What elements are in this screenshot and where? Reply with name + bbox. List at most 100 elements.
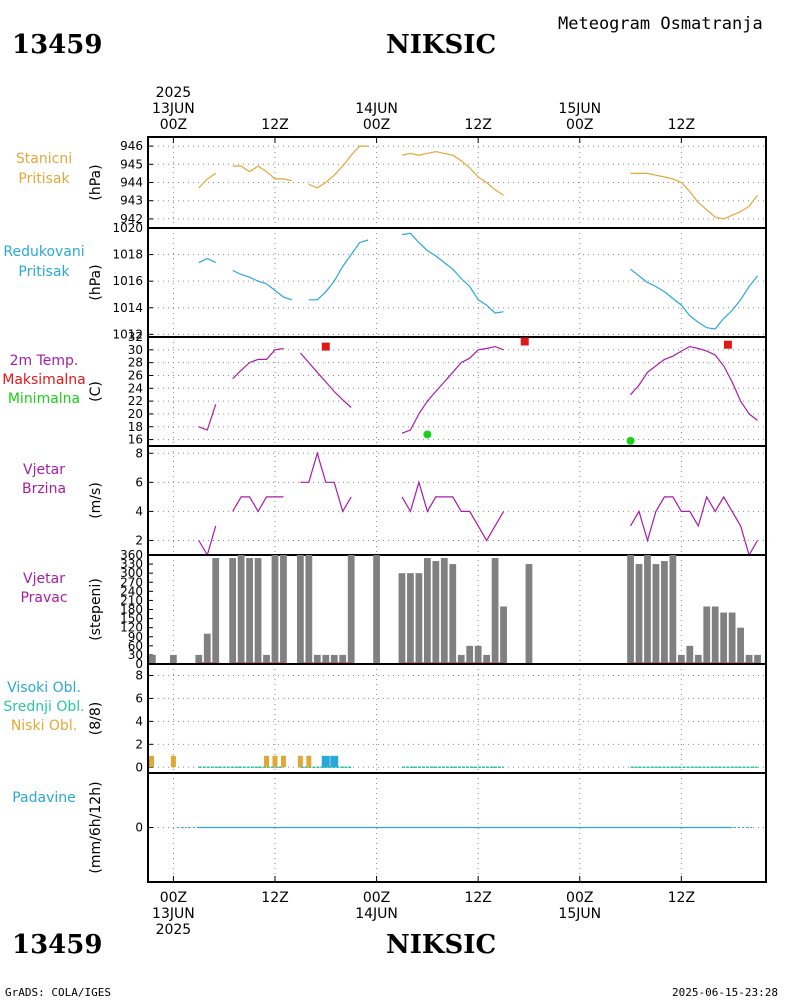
temperature-ytick-label: 18: [128, 420, 143, 434]
time-label-bottom: 12Z: [668, 890, 695, 906]
temp-min-marker: [626, 436, 635, 445]
wind-dir-bar: [677, 654, 685, 664]
cloud-low-bar: [306, 755, 312, 768]
wind-dir-bar: [330, 654, 338, 664]
reduced_pressure-line: [198, 257, 216, 264]
wind_direction-ytick-label: 0: [135, 657, 143, 671]
wind-dir-bar: [280, 555, 287, 664]
reduced_pressure-line: [401, 232, 504, 314]
station_pressure-ytick-label: 943: [120, 194, 143, 208]
wind-dir-bar: [407, 573, 414, 664]
time-label-bottom: 00Z: [363, 890, 390, 906]
temperature-frame: [147, 336, 767, 447]
wind_speed-line: [232, 496, 284, 513]
cloud-high-bar: [330, 755, 339, 768]
station_pressure-line: [308, 145, 369, 189]
clouds-label: Niski Obl.: [11, 718, 77, 734]
temperature-ytick-label: 24: [128, 381, 143, 395]
wind-dir-bar: [652, 564, 660, 664]
wind_speed-label: Brzina: [22, 481, 66, 497]
cloud-low-bar: [297, 755, 303, 768]
wind-dir-bar: [263, 654, 270, 664]
wind-dir-bar: [728, 612, 736, 664]
temperature-ytick-label: 28: [128, 356, 143, 370]
wind_direction-ytick-label: 240: [120, 584, 143, 598]
wind-dir-bar: [694, 654, 702, 664]
wind-dir-bar: [483, 654, 491, 664]
station_pressure-label: Pritisak: [18, 171, 70, 187]
time-label-bottom: 00Z: [566, 890, 593, 906]
temperature-line: [232, 347, 284, 380]
footer-timestamp: 2025-06-15-23:28: [672, 986, 778, 999]
wind-dir-bar: [423, 558, 431, 664]
station_pressure-line: [401, 150, 504, 196]
temperature-ytick-label: 22: [128, 394, 143, 408]
reduced_pressure-ytick-label: 1014: [112, 301, 143, 315]
wind-dir-bar: [644, 555, 651, 664]
wind-dir-bar: [170, 654, 177, 664]
station_pressure-unit: (hPa): [88, 164, 104, 200]
station_pressure-line: [630, 172, 758, 220]
station_pressure-ytick-label: 942: [120, 212, 143, 226]
time-label-top: 13JUN: [152, 101, 195, 117]
temperature-ytick-label: 20: [128, 407, 143, 421]
wind-dir-bar: [415, 573, 423, 664]
reduced_pressure-unit: (hPa): [88, 264, 104, 300]
temperature-line: [630, 345, 758, 421]
reduced_pressure-frame: [147, 227, 767, 338]
temperature-ytick-label: 26: [128, 368, 143, 382]
wind-dir-bar: [195, 654, 203, 664]
reduced_pressure-label: Pritisak: [18, 264, 70, 280]
time-label-top: 12Z: [668, 117, 695, 133]
station-name-top: NIKSIC: [386, 30, 497, 60]
reduced_pressure-line: [232, 269, 293, 301]
wind_speed-ytick-label: 2: [135, 533, 143, 547]
wind_direction-ytick-label: 120: [120, 621, 143, 635]
reduced_pressure-line: [308, 239, 369, 301]
wind-dir-bar: [339, 654, 347, 664]
clouds-unit: (8/8): [88, 702, 104, 735]
precipitation-frame: [147, 772, 767, 883]
wind-dir-bar: [296, 555, 304, 664]
temperature-line: [299, 352, 352, 408]
time-label-top: 2025: [156, 85, 192, 101]
wind-dir-bar: [661, 561, 668, 664]
temperature-ytick-label: 16: [128, 433, 143, 447]
temperature-label: Minimalna: [8, 391, 80, 407]
station_pressure-line: [198, 172, 217, 189]
clouds-ytick-label: 2: [135, 737, 143, 751]
cloud-low-bar: [149, 755, 154, 768]
time-label-bottom: 00Z: [160, 890, 187, 906]
clouds-label: Visoki Obl.: [7, 680, 81, 696]
cloud-low-bar: [170, 755, 176, 768]
wind-dir-bar: [457, 654, 465, 664]
wind-dir-bar: [212, 558, 220, 664]
wind-dir-bar: [271, 555, 279, 664]
wind-dir-bar: [440, 558, 448, 664]
station_pressure-line: [232, 165, 293, 182]
wind-dir-bar: [525, 564, 533, 664]
station_pressure-label: Stanicni: [16, 151, 72, 167]
cloud-high-bar: [321, 755, 330, 768]
wind-dir-bar: [686, 645, 694, 664]
wind-dir-bar: [754, 654, 761, 664]
temperature-line: [198, 404, 217, 431]
temperature-label: Maksimalna: [2, 372, 86, 388]
wind_direction-ytick-label: 360: [120, 548, 143, 562]
reduced_pressure-ytick-label: 1020: [112, 221, 143, 235]
wind_direction-ytick-label: 180: [120, 603, 143, 617]
station-name-bottom: NIKSIC: [386, 930, 497, 960]
station-id-top: 13459: [12, 30, 103, 60]
temperature-line: [401, 345, 504, 434]
wind-dir-bar: [254, 558, 262, 664]
temp-min-marker: [423, 430, 432, 439]
clouds-ytick-label: 6: [135, 691, 143, 705]
footer-credit: GrADS: COLA/IGES: [5, 986, 111, 999]
wind-dir-bar: [449, 564, 457, 664]
wind-dir-bar: [703, 606, 711, 664]
temperature-label: 2m Temp.: [10, 353, 79, 369]
time-label-bottom: 13JUN: [152, 906, 195, 922]
clouds-frame: [147, 663, 767, 774]
cloud-low-bar: [272, 755, 278, 768]
